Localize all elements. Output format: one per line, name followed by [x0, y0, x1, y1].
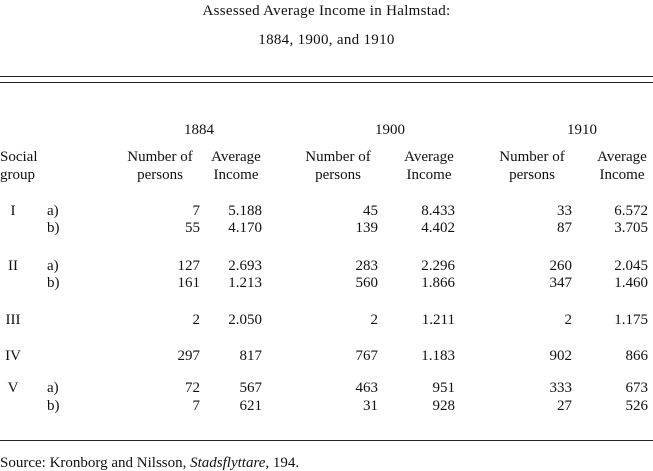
title-line: 1884, 1900, and 1910 — [258, 32, 395, 48]
subgroup: a) — [47, 203, 59, 219]
group: I — [10, 203, 16, 219]
column-header: Number of — [305, 149, 371, 165]
subgroup: a) — [47, 380, 59, 396]
cell: 951 — [432, 380, 456, 396]
cell: 567 — [239, 380, 263, 396]
source-work: Stadsflyttare — [190, 455, 266, 471]
cell: 2 — [370, 312, 379, 328]
cell: 139 — [355, 220, 379, 236]
column-header: persons — [315, 167, 361, 183]
title-line: Assessed Average Income in Halmstad: — [202, 3, 451, 19]
cell: 866 — [625, 348, 649, 364]
cell: 463 — [355, 380, 379, 396]
cell: 817 — [239, 348, 263, 364]
cell: 333 — [549, 380, 573, 396]
cell: 161 — [177, 275, 201, 291]
cell: 72 — [185, 380, 200, 396]
cell: 2.045 — [614, 258, 648, 274]
cell: 8.433 — [421, 203, 455, 219]
cell: 33 — [557, 203, 572, 219]
cell: 297 — [177, 348, 201, 364]
column-header: Average — [404, 149, 454, 165]
cell: 4.402 — [421, 220, 455, 236]
subgroup: b) — [47, 275, 60, 291]
group: V — [7, 380, 19, 396]
cell: 283 — [355, 258, 379, 274]
cell: 55 — [185, 220, 200, 236]
column-header: Number of — [499, 149, 565, 165]
subgroup: b) — [47, 220, 60, 236]
column-header: Income — [406, 167, 452, 183]
cell: 928 — [432, 398, 456, 414]
cell: 767 — [355, 348, 379, 364]
group: III — [5, 312, 21, 328]
row-header: Social — [0, 149, 38, 165]
cell: 2.296 — [421, 258, 455, 274]
cell: 7 — [192, 398, 201, 414]
cell: 27 — [557, 398, 572, 414]
column-header: Average — [597, 149, 647, 165]
cell: 127 — [177, 258, 201, 274]
group: IV — [5, 348, 21, 364]
column-header: Number of — [127, 149, 193, 165]
year: 1884 — [184, 122, 214, 138]
cell: 1.183 — [421, 348, 455, 364]
cell: 45 — [363, 203, 378, 219]
rule — [0, 82, 653, 83]
source-pages: , 194. — [265, 455, 300, 471]
cell: 621 — [239, 398, 263, 414]
column-header: Average — [211, 149, 261, 165]
source-text: Source: Kronborg and Nilsson, — [0, 455, 191, 471]
cell: 2.693 — [228, 258, 262, 274]
subgroup: b) — [47, 398, 60, 414]
cell: 3.705 — [614, 220, 648, 236]
cell: 902 — [549, 348, 573, 364]
column-header: persons — [509, 167, 555, 183]
cell: 673 — [625, 380, 649, 396]
cell: 6.572 — [614, 203, 648, 219]
cell: 2.050 — [228, 312, 262, 328]
source: Source: Kronborg and Nilsson, Stadsflytt… — [0, 454, 299, 471]
cell: 7 — [192, 203, 201, 219]
cell: 1.460 — [614, 275, 648, 291]
row-header: group — [0, 167, 35, 183]
year: 1900 — [375, 122, 405, 138]
cell: 31 — [363, 398, 378, 414]
cell: 2 — [192, 312, 201, 328]
cell: 2 — [564, 312, 573, 328]
column-header: Income — [213, 167, 259, 183]
year: 1910 — [567, 122, 597, 138]
cell: 1.175 — [614, 312, 648, 328]
cell: 5.188 — [228, 203, 262, 219]
rule — [0, 440, 653, 441]
column-header: persons — [137, 167, 183, 183]
cell: 347 — [549, 275, 573, 291]
subgroup: a) — [47, 258, 59, 274]
cell: 1.211 — [421, 312, 455, 328]
rule — [0, 76, 653, 77]
cell: 87 — [557, 220, 572, 236]
cell: 1.213 — [228, 275, 262, 291]
cell: 4.170 — [228, 220, 262, 236]
column-header: Income — [599, 167, 645, 183]
cell: 526 — [625, 398, 649, 414]
cell: 560 — [355, 275, 379, 291]
cell: 1.866 — [421, 275, 455, 291]
cell: 260 — [549, 258, 573, 274]
group: II — [8, 258, 18, 274]
